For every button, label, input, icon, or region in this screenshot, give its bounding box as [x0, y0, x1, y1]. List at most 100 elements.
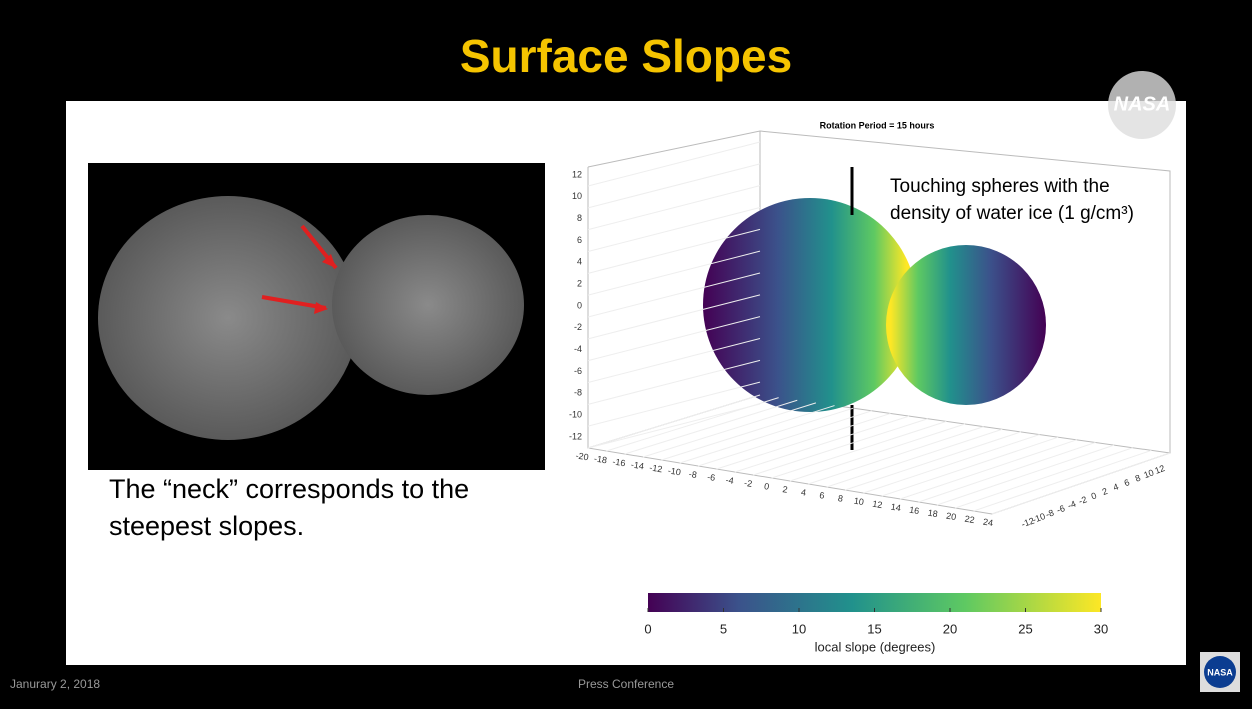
z-tick-label: -12 — [569, 431, 582, 441]
grid-line — [918, 441, 1096, 503]
sphere-large — [703, 198, 917, 412]
sphere-small — [886, 245, 1046, 405]
y-tick-label: -2 — [1077, 494, 1088, 506]
grid-line — [587, 272, 761, 318]
logo-text: NASA — [1114, 93, 1171, 115]
y-tick-label: 8 — [1134, 473, 1142, 484]
grid-line — [587, 394, 761, 449]
grid-line — [587, 185, 761, 231]
grid-line — [587, 250, 761, 296]
grid-line — [955, 447, 1133, 509]
x-tick-label: -14 — [630, 459, 644, 471]
caption: The “neck” corresponds to the — [109, 474, 469, 504]
grid-line — [753, 418, 928, 476]
x-tick-label: 24 — [982, 517, 993, 528]
x-tick-label: -16 — [612, 456, 626, 468]
x-tick-label: -8 — [688, 469, 697, 480]
grid-line — [863, 434, 1040, 494]
x-tick-label: -18 — [593, 453, 607, 465]
y-tick-label: -12 — [1020, 515, 1036, 529]
grid-line — [679, 407, 854, 464]
z-tick-label: -6 — [574, 366, 582, 376]
x-tick-label: 12 — [872, 499, 883, 510]
x-tick-label: 4 — [800, 487, 807, 498]
x-tick-label: 2 — [782, 484, 789, 495]
colorbar-label: local slope (degrees) — [815, 639, 936, 654]
z-tick-label: 10 — [572, 191, 582, 201]
grid-line — [587, 141, 761, 187]
footer-event: Press Conference — [578, 677, 674, 691]
grid-line — [881, 436, 1059, 497]
grid-line — [698, 410, 872, 467]
grid-line — [587, 228, 761, 274]
x-tick-label: -12 — [649, 462, 663, 474]
footer-date: Janurary 2, 2018 — [10, 677, 100, 691]
grid-line — [844, 431, 1022, 491]
y-tick-label: -8 — [1044, 508, 1055, 520]
y-tick-label: 4 — [1112, 482, 1120, 493]
x-tick-label: -10 — [667, 465, 681, 477]
z-tick-label: 6 — [577, 235, 582, 245]
caption: steepest slopes. — [109, 511, 304, 541]
x-tick-label: 6 — [819, 490, 826, 501]
x-tick-label: -4 — [725, 475, 734, 486]
plot-title: Rotation Period = 15 hours — [820, 120, 935, 130]
z-tick-label: 4 — [577, 257, 582, 267]
z-tick-label: -4 — [574, 344, 582, 354]
colorbar-tick-label: 15 — [867, 621, 881, 636]
colorbar — [648, 593, 1101, 612]
x-tick-label: 16 — [909, 505, 920, 516]
grid-line — [771, 420, 947, 479]
x-tick-label: 14 — [890, 502, 901, 513]
badge-text: NASA — [1207, 667, 1233, 677]
z-tick-label: -10 — [569, 410, 582, 420]
z-tick-label: -2 — [574, 322, 582, 332]
x-tick-label: 8 — [837, 493, 844, 504]
y-tick-label: 6 — [1123, 477, 1131, 488]
colorbar-tick-label: 5 — [720, 621, 727, 636]
z-tick-label: 0 — [577, 300, 582, 310]
y-tick-label: 12 — [1153, 463, 1166, 476]
y-tick-label: 2 — [1101, 486, 1109, 497]
colorbar-tick-label: 0 — [644, 621, 651, 636]
nasa-logo: NASA — [1108, 71, 1176, 139]
grid-line — [587, 207, 761, 252]
annotation: Touching spheres with the — [890, 176, 1110, 197]
z-tick-label: 8 — [577, 213, 582, 223]
grid-line — [587, 163, 761, 209]
grid-line — [661, 405, 835, 461]
grid-line — [734, 415, 910, 473]
y-tick-label: -10 — [1031, 511, 1047, 525]
object-image — [98, 196, 524, 440]
grid-line — [642, 402, 817, 458]
grid-line — [826, 428, 1003, 488]
x-tick-label: -20 — [575, 450, 589, 462]
x-tick-label: 10 — [853, 496, 864, 507]
y-tick-label: 0 — [1090, 490, 1098, 501]
x-tick-label: -6 — [707, 472, 716, 483]
grid-line — [936, 444, 1115, 506]
slide-title: Surface Slopes — [460, 30, 792, 82]
z-tick-label: 12 — [572, 169, 582, 179]
grid-line — [900, 439, 1077, 500]
y-tick-label: 10 — [1142, 467, 1155, 480]
colorbar-tick-label: 25 — [1018, 621, 1032, 636]
colorbar-tick-label: 10 — [792, 621, 806, 636]
annotation: density of water ice (1 g/cm³) — [890, 203, 1134, 224]
grid-line — [587, 381, 761, 427]
z-tick-label: -8 — [574, 388, 582, 398]
grid-line — [587, 338, 761, 383]
grid-line — [587, 316, 761, 362]
x-tick-label: 0 — [763, 481, 770, 492]
grid-line — [808, 426, 984, 485]
colorbar-tick-label: 20 — [943, 621, 957, 636]
y-tick-label: -4 — [1066, 499, 1077, 511]
grid-line — [991, 452, 1171, 515]
grid-line — [716, 412, 891, 470]
grid-line — [606, 397, 779, 452]
grid-line — [789, 423, 966, 482]
x-tick-label: -2 — [743, 478, 752, 489]
y-tick-label: -6 — [1055, 503, 1066, 515]
x-tick-label: 20 — [945, 511, 956, 522]
